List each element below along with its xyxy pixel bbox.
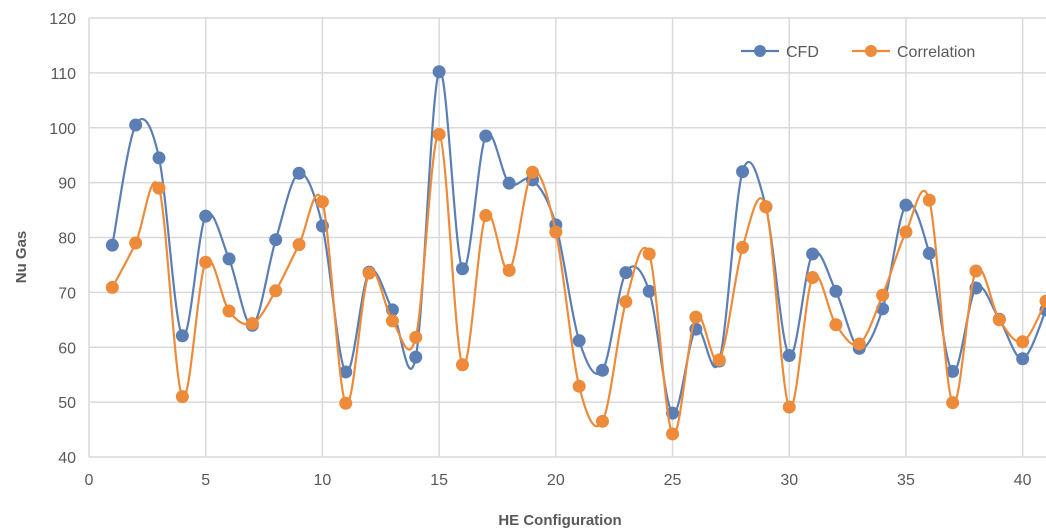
data-point-cfd: [199, 209, 213, 223]
data-point-correlation: [782, 400, 796, 414]
data-point-correlation: [852, 337, 866, 351]
series-correlation: [105, 127, 1046, 441]
data-point-correlation: [572, 379, 586, 393]
data-point-correlation: [269, 284, 283, 298]
legend: CFD Correlation: [741, 44, 975, 61]
data-point-cfd: [292, 166, 306, 180]
series-line-cfd: [111, 70, 1046, 415]
x-tick-label: 20: [547, 472, 565, 489]
data-point-cfd: [222, 252, 236, 266]
data-point-cfd: [596, 363, 610, 377]
data-point-cfd: [899, 198, 913, 212]
legend-label: Correlation: [897, 44, 975, 61]
y-tick-label: 50: [58, 395, 76, 412]
data-point-correlation: [315, 195, 329, 209]
data-point-correlation: [105, 280, 119, 294]
data-point-correlation: [736, 240, 750, 254]
y-tick-label: 60: [58, 340, 76, 357]
data-point-cfd: [782, 348, 796, 362]
data-point-correlation: [922, 193, 936, 207]
data-point-correlation: [549, 225, 563, 239]
data-point-correlation: [432, 127, 446, 141]
data-point-cfd: [572, 334, 586, 348]
legend-item: Correlation: [852, 44, 975, 61]
x-tick-label: 25: [664, 472, 682, 489]
data-point-cfd: [455, 262, 469, 276]
data-point-correlation: [502, 263, 516, 277]
data-point-correlation: [712, 353, 726, 367]
data-point-cfd: [736, 165, 750, 179]
x-tick-label: 5: [201, 472, 210, 489]
data-point-cfd: [269, 233, 283, 247]
y-axis-title: Nu Gas: [13, 231, 30, 284]
data-point-cfd: [806, 247, 820, 261]
data-point-cfd: [642, 284, 656, 298]
y-tick-label: 110: [50, 66, 76, 83]
data-point-correlation: [152, 181, 166, 195]
x-tick-label: 10: [314, 472, 332, 489]
data-point-correlation: [969, 264, 983, 278]
data-point-correlation: [129, 236, 143, 250]
y-tick-label: 100: [49, 121, 76, 138]
data-point-cfd: [409, 350, 423, 364]
data-point-correlation: [362, 266, 376, 280]
axes: 40 50 60 70 80 90 100 110 120 0 5 10 15 20 25 30 35 40: [49, 11, 1031, 489]
data-point-correlation: [759, 200, 773, 214]
y-tick-label: 90: [58, 176, 76, 193]
series-layer: [105, 65, 1046, 441]
data-point-cfd: [502, 176, 516, 190]
x-tick-label: 15: [430, 472, 448, 489]
y-tick-label: 80: [58, 231, 76, 248]
data-point-cfd: [105, 238, 119, 252]
data-point-correlation: [619, 295, 633, 309]
data-point-correlation: [689, 310, 703, 324]
legend-item: CFD: [741, 44, 819, 61]
data-point-correlation: [829, 318, 843, 332]
data-point-cfd: [619, 266, 633, 280]
data-point-cfd: [829, 284, 843, 298]
legend-marker: [754, 45, 766, 57]
data-point-correlation: [525, 165, 539, 179]
data-point-correlation: [666, 427, 680, 441]
legend-marker: [865, 45, 877, 57]
data-point-correlation: [596, 414, 610, 428]
data-point-correlation: [385, 314, 399, 328]
data-point-correlation: [292, 238, 306, 252]
data-point-cfd: [175, 329, 189, 343]
y-tick-label: 40: [58, 450, 76, 467]
data-point-correlation: [1016, 335, 1030, 349]
data-point-cfd: [1016, 352, 1030, 366]
data-point-cfd: [432, 65, 446, 79]
x-axis-title: HE Configuration: [498, 512, 621, 529]
data-point-correlation: [339, 396, 353, 410]
data-point-correlation: [1039, 294, 1046, 308]
y-tick-label: 70: [58, 285, 76, 302]
data-point-cfd: [152, 151, 166, 165]
data-point-correlation: [992, 313, 1006, 327]
data-point-correlation: [222, 304, 236, 318]
data-point-correlation: [876, 288, 890, 302]
data-point-cfd: [479, 129, 493, 143]
data-point-correlation: [199, 255, 213, 269]
data-point-correlation: [409, 330, 423, 344]
x-tick-label: 30: [780, 472, 798, 489]
data-point-correlation: [175, 390, 189, 404]
data-point-correlation: [479, 209, 493, 223]
data-point-correlation: [455, 358, 469, 372]
legend-label: CFD: [786, 44, 819, 61]
data-point-correlation: [245, 317, 259, 331]
data-point-cfd: [129, 118, 143, 132]
x-tick-label: 0: [85, 472, 94, 489]
data-point-correlation: [806, 271, 820, 285]
y-tick-label: 120: [49, 11, 76, 28]
data-point-cfd: [922, 246, 936, 260]
x-tick-label: 40: [1014, 472, 1032, 489]
data-point-correlation: [642, 247, 656, 261]
data-point-correlation: [946, 396, 960, 410]
x-tick-label: 35: [897, 472, 915, 489]
data-point-correlation: [899, 225, 913, 239]
